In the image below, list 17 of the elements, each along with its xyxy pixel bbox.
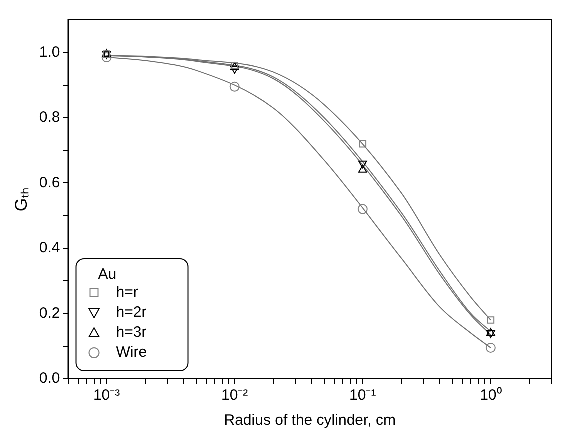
y-tick-label: 0.6 [39, 174, 60, 192]
y-tick-label: 0.8 [39, 109, 60, 126]
x-tick-label: 10⁰ [480, 387, 502, 404]
legend-label: h=r [116, 284, 138, 302]
legend-title: Au [98, 266, 117, 284]
y-axis-title: Gₜₕ [12, 187, 31, 212]
x-tick-label: 10⁻² [221, 387, 248, 404]
legend-label: h=3r [116, 324, 147, 342]
x-tick-label: 10⁻¹ [350, 387, 376, 404]
y-tick-label: 0.0 [39, 370, 60, 388]
x-tick-label: 10⁻³ [93, 387, 120, 404]
y-tick-label: 0.2 [39, 304, 60, 322]
legend-label: h=2r [116, 304, 147, 322]
legend-label: Wire [116, 344, 148, 362]
x-axis-title: Radius of the cylinder, cm [224, 412, 396, 430]
y-tick-label: 0.4 [39, 240, 60, 257]
y-tick-label: 1.0 [39, 44, 60, 61]
